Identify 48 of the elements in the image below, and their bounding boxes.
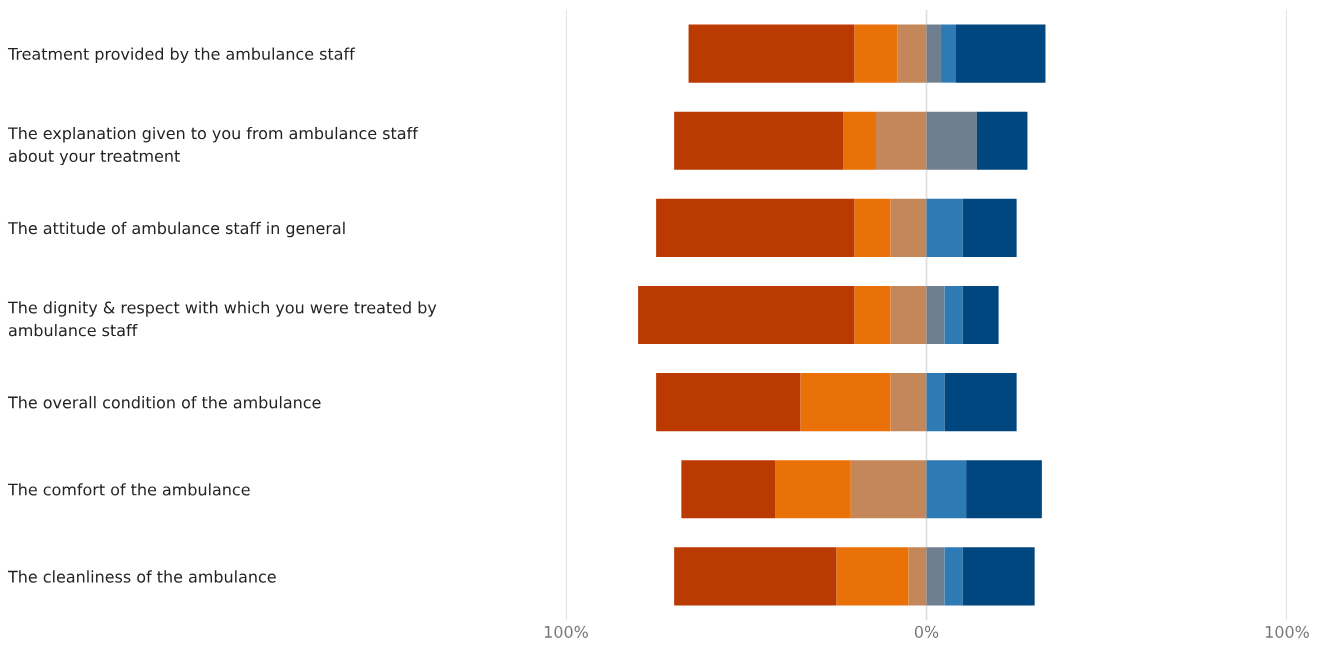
bar (926, 24, 941, 83)
y-tick-label: The attitude of ambulance staff in general (7, 221, 345, 238)
bar (926, 373, 945, 432)
bar (854, 198, 891, 257)
bar (836, 547, 909, 606)
bar (843, 111, 877, 170)
bar (890, 198, 927, 257)
y-tick-label: The comfort of the ambulance (7, 483, 250, 496)
bar (962, 285, 999, 345)
bar (890, 285, 927, 345)
bar (854, 285, 891, 345)
bar (926, 198, 963, 257)
bar (908, 547, 927, 606)
bar (674, 547, 837, 606)
bar (955, 24, 1046, 83)
bar (926, 547, 945, 606)
y-tick-label: The explanation given to you from ambulance staff about your treatment (7, 126, 419, 166)
y-tick-label: The cleanliness of the ambulance (7, 570, 276, 583)
bar (890, 373, 927, 432)
bar (656, 198, 855, 257)
bar (966, 460, 1042, 519)
bar (926, 111, 977, 170)
bar (944, 373, 1017, 432)
y-tick-label: The dignity & respect with which you were treated by ambulance staff (7, 301, 437, 337)
bar (688, 24, 855, 83)
x-tick-label: 0% (914, 625, 939, 638)
bar (926, 460, 967, 519)
bar (976, 111, 1028, 170)
bar (656, 373, 801, 432)
bar (850, 460, 927, 519)
bar (638, 285, 855, 345)
bar (944, 285, 963, 345)
y-tick-label: The overall condition of the ambulance (7, 396, 321, 409)
bar (940, 24, 956, 83)
bar (944, 547, 963, 606)
bar (876, 111, 927, 170)
bar (681, 460, 776, 519)
x-tick-label: 100% (1265, 625, 1309, 638)
y-tick-label: Treatment provided by the ambulance staff (7, 47, 356, 63)
bar (800, 373, 891, 432)
x-tick-label: 100% (544, 625, 588, 638)
bar (926, 285, 945, 345)
bar (674, 111, 844, 170)
bar (775, 460, 851, 519)
bar (962, 198, 1017, 257)
bar (897, 24, 927, 83)
bar (962, 547, 1035, 606)
bar (854, 24, 898, 83)
